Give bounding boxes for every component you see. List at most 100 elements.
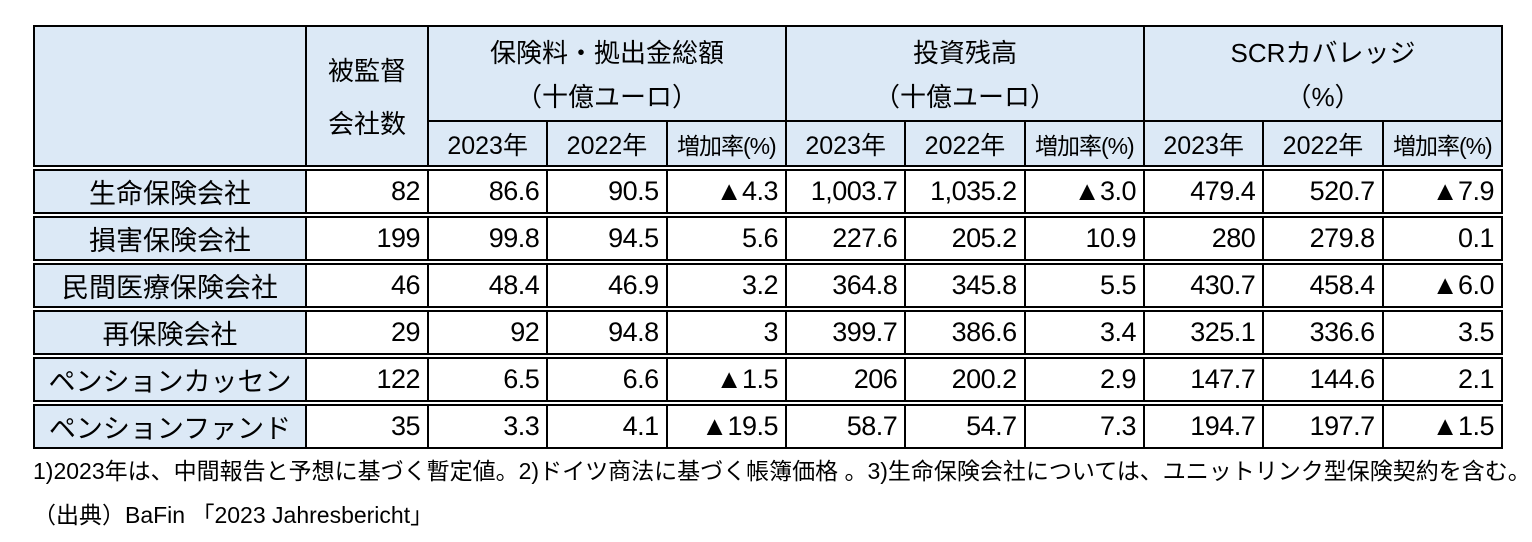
table-row: 損害保険会社 199 99.8 94.5 5.6 227.6 205.2 10.9 280 279… — [33, 216, 1503, 261]
value-cell: ▲7.9 — [1381, 171, 1501, 212]
table-header: 被監督 会社数 保険料・拠出金総額 （十億ユーロ） 投資残高 （十億ユーロ） S… — [33, 25, 1503, 167]
value-cell: 3.5 — [1381, 312, 1501, 353]
value-cell: 94.8 — [546, 312, 665, 353]
table-row: 民間医療保険会社 46 48.4 46.9 3.2 364.8 345.8 5.5 430.7 4… — [33, 263, 1503, 308]
table-row: 生命保険会社 82 86.6 90.5 ▲4.3 1,003.7 1,035.2 ▲3.0 47… — [33, 169, 1503, 214]
value-cell: 280 — [1143, 218, 1262, 259]
value-cell: ▲19.5 — [665, 406, 785, 447]
year-header: 2023年 — [785, 120, 905, 165]
value-cell: 3.3 — [427, 406, 546, 447]
row-label: 再保険会社 — [35, 312, 305, 353]
source-citation: （出典）BaFin 「2023 Jahresbericht」 — [33, 502, 434, 528]
table-body: 生命保険会社 82 86.6 90.5 ▲4.3 1,003.7 1,035.2 ▲3.0 47… — [33, 169, 1503, 449]
growth-rate-header: 増加率(%) — [1381, 120, 1501, 165]
value-cell: 144.6 — [1262, 359, 1381, 400]
value-cell: 4.1 — [546, 406, 665, 447]
group-unit: （十億ユーロ） — [873, 81, 1056, 112]
value-cell: 279.8 — [1262, 218, 1381, 259]
value-cell: 197.7 — [1262, 406, 1381, 447]
value-cell: ▲1.5 — [665, 359, 785, 400]
table-row: ペンションファンド 35 3.3 4.1 ▲19.5 58.7 54.7 7.3 194.7 19… — [33, 404, 1503, 449]
value-cell: ▲6.0 — [1381, 265, 1501, 306]
value-cell: 458.4 — [1262, 265, 1381, 306]
value-cell: ▲4.3 — [665, 171, 785, 212]
group-header-scr-coverage: SCRカバレッジ （%） — [1143, 27, 1501, 120]
table-row: 再保険会社 29 92 94.8 3 399.7 386.6 3.4 325.1 336.6 3.5 — [33, 310, 1503, 355]
year-header: 2022年 — [1262, 120, 1382, 165]
year-header: 2022年 — [904, 120, 1024, 165]
value-cell: ▲1.5 — [1381, 406, 1501, 447]
value-cell: 200.2 — [904, 359, 1023, 400]
value-cell: 206 — [785, 359, 904, 400]
supervised-count-cell: 199 — [305, 218, 427, 259]
value-cell: 6.5 — [427, 359, 546, 400]
footnotes: 1)2023年は、中間報告と予想に基づく暫定値。2)ドイツ商法に基づく帳簿価格 … — [33, 458, 1531, 484]
row-label: 民間医療保険会社 — [35, 265, 305, 306]
value-cell: 3 — [665, 312, 785, 353]
row-label: 生命保険会社 — [35, 171, 305, 212]
value-cell: 520.7 — [1262, 171, 1381, 212]
value-cell: ▲3.0 — [1023, 171, 1143, 212]
value-cell: 58.7 — [785, 406, 904, 447]
value-cell: 6.6 — [546, 359, 665, 400]
value-cell: 5.5 — [1023, 265, 1143, 306]
corner-empty-cell — [35, 27, 305, 165]
group-title: 保険料・拠出金総額 — [489, 38, 724, 69]
year-header: 2023年 — [427, 120, 547, 165]
value-cell: 325.1 — [1143, 312, 1262, 353]
value-cell: 205.2 — [904, 218, 1023, 259]
value-cell: 54.7 — [904, 406, 1023, 447]
value-cell: 345.8 — [904, 265, 1023, 306]
row-label: ペンションファンド — [35, 406, 305, 447]
value-cell: 86.6 — [427, 171, 546, 212]
value-cell: 194.7 — [1143, 406, 1262, 447]
value-cell: 147.7 — [1143, 359, 1262, 400]
growth-rate-header: 増加率(%) — [1023, 120, 1143, 165]
value-cell: 3.4 — [1023, 312, 1143, 353]
group-unit: （十億ユーロ） — [515, 81, 698, 112]
supervised-header-line1: 被監督 — [327, 56, 406, 86]
value-cell: 399.7 — [785, 312, 904, 353]
bafin-statistics-table: 被監督 会社数 保険料・拠出金総額 （十億ユーロ） 投資残高 （十億ユーロ） S… — [33, 25, 1503, 449]
supervised-count-cell: 122 — [305, 359, 427, 400]
value-cell: 1,003.7 — [785, 171, 904, 212]
group-title: 投資残高 — [912, 38, 1017, 69]
group-title: SCRカバレッジ — [1230, 38, 1416, 69]
year-header: 2023年 — [1143, 120, 1263, 165]
value-cell: 227.6 — [785, 218, 904, 259]
row-label: 損害保険会社 — [35, 218, 305, 259]
value-cell: 94.5 — [546, 218, 665, 259]
group-header-premiums: 保険料・拠出金総額 （十億ユーロ） — [427, 27, 785, 120]
value-cell: 90.5 — [546, 171, 665, 212]
value-cell: 5.6 — [665, 218, 785, 259]
value-cell: 1,035.2 — [904, 171, 1023, 212]
value-cell: 336.6 — [1262, 312, 1381, 353]
value-cell: 3.2 — [665, 265, 785, 306]
value-cell: 92 — [427, 312, 546, 353]
value-cell: 99.8 — [427, 218, 546, 259]
supervised-header-line2: 会社数 — [327, 109, 406, 139]
value-cell: 2.9 — [1023, 359, 1143, 400]
group-header-investments: 投資残高 （十億ユーロ） — [785, 27, 1143, 120]
supervised-companies-header: 被監督 会社数 — [305, 27, 427, 165]
supervised-count-cell: 82 — [305, 171, 427, 212]
year-header: 2022年 — [546, 120, 666, 165]
value-cell: 364.8 — [785, 265, 904, 306]
group-unit: （%） — [1285, 81, 1361, 112]
row-label: ペンションカッセン — [35, 359, 305, 400]
value-cell: 479.4 — [1143, 171, 1262, 212]
value-cell: 430.7 — [1143, 265, 1262, 306]
supervised-count-cell: 29 — [305, 312, 427, 353]
value-cell: 48.4 — [427, 265, 546, 306]
value-cell: 0.1 — [1381, 218, 1501, 259]
supervised-count-cell: 35 — [305, 406, 427, 447]
value-cell: 386.6 — [904, 312, 1023, 353]
growth-rate-header: 増加率(%) — [665, 120, 785, 165]
table-row: ペンションカッセン 122 6.5 6.6 ▲1.5 206 200.2 2.9 147.7 14… — [33, 357, 1503, 402]
value-cell: 10.9 — [1023, 218, 1143, 259]
value-cell: 2.1 — [1381, 359, 1501, 400]
value-cell: 7.3 — [1023, 406, 1143, 447]
value-cell: 46.9 — [546, 265, 665, 306]
supervised-count-cell: 46 — [305, 265, 427, 306]
